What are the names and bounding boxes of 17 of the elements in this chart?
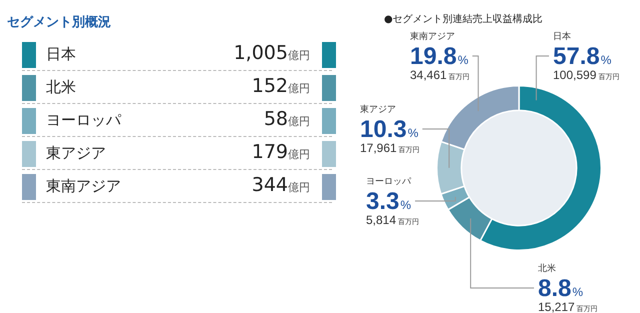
slice-label: 東南アジア bbox=[410, 31, 455, 42]
text: 152億円 bbox=[252, 75, 310, 97]
slice-label: 東アジア bbox=[360, 104, 396, 115]
slice-label: 北米 bbox=[538, 263, 556, 274]
text: 58億円 bbox=[264, 108, 310, 130]
category-label: 北米 bbox=[46, 78, 76, 97]
chart-title: ●セグメント別連結売上収益構成比 bbox=[384, 12, 543, 26]
slice-label: 日本 bbox=[553, 31, 571, 42]
slice-label: ヨーロッパ bbox=[366, 177, 412, 187]
category-label: 日本 bbox=[46, 45, 76, 64]
category-label: 東アジア bbox=[46, 144, 106, 163]
text: 344億円 bbox=[252, 174, 310, 196]
text: 1,005億円 bbox=[234, 42, 310, 64]
category-label: ヨーロッパ bbox=[46, 111, 121, 130]
text: セグメント別概況 bbox=[7, 14, 111, 31]
text: 179億円 bbox=[252, 141, 310, 163]
category-label: 東南アジア bbox=[46, 177, 121, 196]
